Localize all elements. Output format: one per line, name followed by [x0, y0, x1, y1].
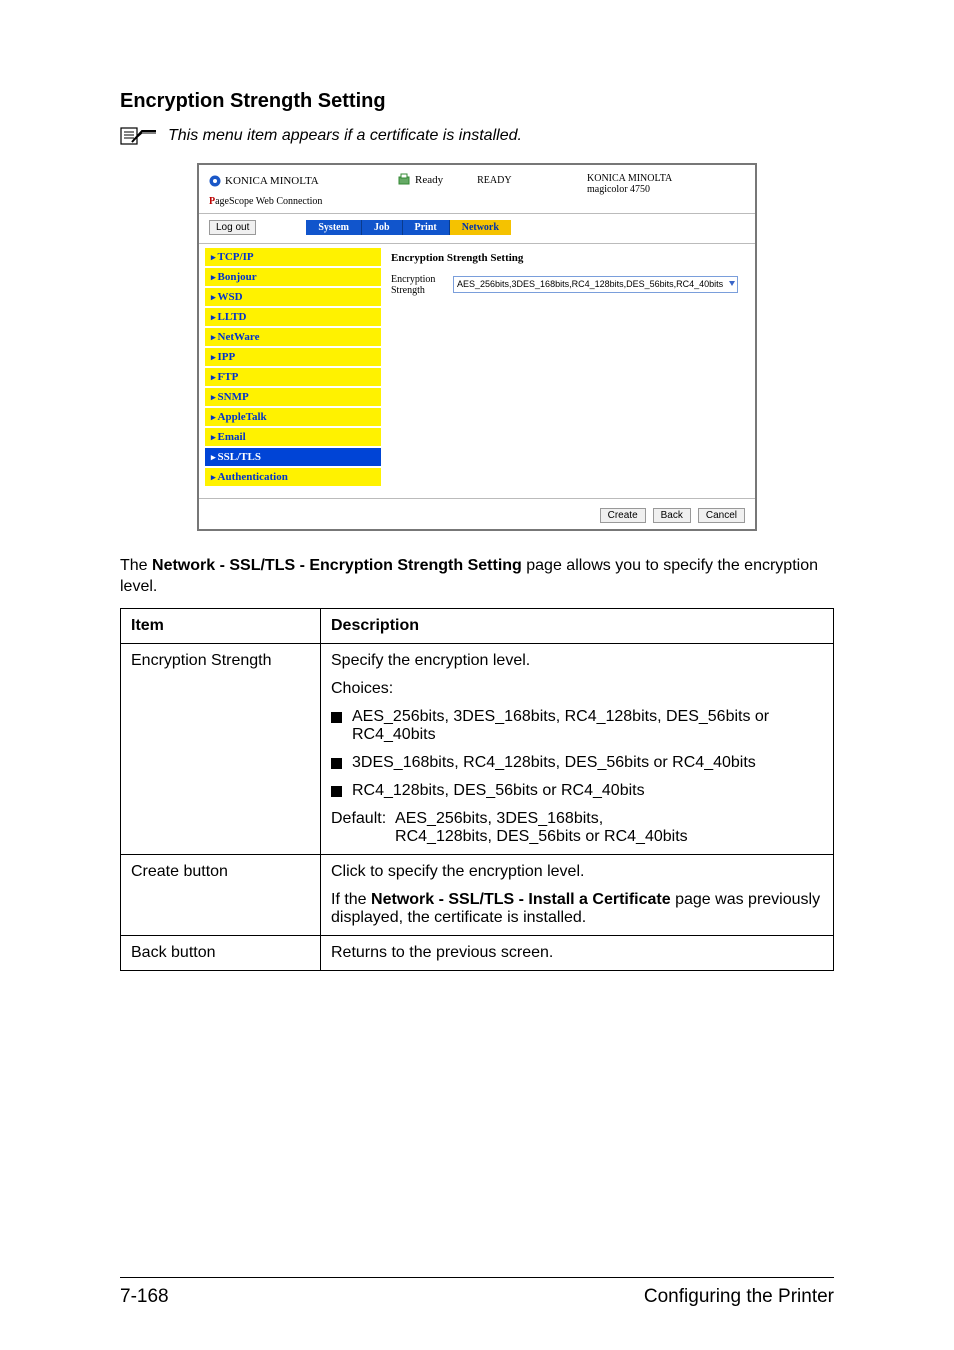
sidebar-item-tcp-ip[interactable]: ▸TCP/IP	[205, 248, 381, 266]
row3-desc: Returns to the previous screen.	[321, 935, 834, 970]
note-row: This menu item appears if a certificate …	[120, 125, 834, 147]
sidebar: ▸TCP/IP▸Bonjour▸WSD▸LLTD▸NetWare▸IPP▸FTP…	[199, 244, 387, 498]
chevron-right-icon: ▸	[211, 272, 216, 282]
page-number: 7-168	[120, 1286, 169, 1308]
km-logo-icon	[209, 175, 221, 187]
row3-item: Back button	[121, 935, 321, 970]
form-label: Encryption Strength	[391, 274, 447, 296]
pagescope-label: PPageScope Web ConnectionageScope Web Co…	[209, 194, 397, 209]
encryption-strength-select[interactable]: AES_256bits,3DES_168bits,RC4_128bits,DES…	[453, 276, 738, 293]
table-row: Create button Click to specify the encry…	[121, 854, 834, 935]
cancel-button[interactable]: Cancel	[698, 508, 745, 523]
sidebar-item-email[interactable]: ▸Email	[205, 428, 381, 446]
description-paragraph: The Network - SSL/TLS - Encryption Stren…	[120, 555, 834, 598]
back-button[interactable]: Back	[653, 508, 691, 523]
sidebar-item-label: Email	[218, 431, 246, 443]
th-desc: Description	[321, 608, 834, 643]
sidebar-item-snmp[interactable]: ▸SNMP	[205, 388, 381, 406]
sidebar-item-wsd[interactable]: ▸WSD	[205, 288, 381, 306]
row1-item: Encryption Strength	[121, 643, 321, 854]
sidebar-item-netware[interactable]: ▸NetWare	[205, 328, 381, 346]
sidebar-item-ftp[interactable]: ▸FTP	[205, 368, 381, 386]
note-icon	[120, 125, 158, 147]
chevron-right-icon: ▸	[211, 392, 216, 402]
row2-item: Create button	[121, 854, 321, 935]
create-button[interactable]: Create	[600, 508, 646, 523]
th-item: Item	[121, 608, 321, 643]
chevron-right-icon: ▸	[211, 332, 216, 342]
panel-title: Encryption Strength Setting	[391, 252, 745, 264]
model-brand: KONICA MINOLTA	[587, 173, 745, 184]
table-row: Encryption Strength Specify the encrypti…	[121, 643, 834, 854]
tab-network[interactable]: Network	[450, 220, 511, 235]
chevron-right-icon: ▸	[211, 252, 216, 262]
sidebar-item-label: FTP	[218, 371, 239, 383]
section-heading: Encryption Strength Setting	[120, 90, 834, 113]
tab-system[interactable]: System	[306, 220, 362, 235]
sidebar-item-label: WSD	[218, 291, 243, 303]
square-bullet-icon	[331, 712, 342, 723]
sidebar-item-ipp[interactable]: ▸IPP	[205, 348, 381, 366]
sidebar-item-label: SNMP	[218, 391, 249, 403]
embedded-screenshot: KONICA MINOLTA PPageScope Web Connection…	[197, 163, 757, 531]
chevron-right-icon: ▸	[211, 452, 216, 462]
tab-print[interactable]: Print	[403, 220, 450, 235]
note-text: This menu item appears if a certificate …	[168, 127, 522, 145]
footer-title: Configuring the Printer	[644, 1286, 834, 1308]
chevron-right-icon: ▸	[211, 472, 216, 482]
ready-state: READY	[477, 175, 511, 186]
chevron-right-icon: ▸	[211, 352, 216, 362]
chevron-right-icon: ▸	[211, 412, 216, 422]
tab-job[interactable]: Job	[362, 220, 403, 235]
sidebar-item-appletalk[interactable]: ▸AppleTalk	[205, 408, 381, 426]
square-bullet-icon	[331, 786, 342, 797]
nav-tabs: System Job Print Network	[306, 220, 511, 235]
sidebar-item-label: LLTD	[218, 311, 247, 323]
sidebar-item-label: Bonjour	[218, 271, 257, 283]
sidebar-item-lltd[interactable]: ▸LLTD	[205, 308, 381, 326]
sidebar-item-label: Authentication	[218, 471, 288, 483]
sidebar-item-label: IPP	[218, 351, 236, 363]
row1-desc: Specify the encryption level. Choices: A…	[321, 643, 834, 854]
square-bullet-icon	[331, 758, 342, 769]
logout-button[interactable]: Log out	[209, 220, 256, 235]
printer-icon	[397, 173, 411, 187]
sidebar-item-label: SSL/TLS	[218, 451, 261, 463]
chevron-right-icon: ▸	[211, 312, 216, 322]
chevron-right-icon: ▸	[211, 292, 216, 302]
ready-label: Ready	[415, 174, 443, 186]
table-row: Back button Returns to the previous scre…	[121, 935, 834, 970]
settings-table: Item Description Encryption Strength Spe…	[120, 608, 834, 971]
sidebar-item-authentication[interactable]: ▸Authentication	[205, 468, 381, 486]
sidebar-item-label: NetWare	[218, 331, 260, 343]
page-footer: 7-168 Configuring the Printer	[120, 1277, 834, 1308]
model-name: magicolor 4750	[587, 184, 745, 195]
chevron-right-icon: ▸	[211, 372, 216, 382]
km-brand: KONICA MINOLTA	[225, 173, 319, 190]
sidebar-item-bonjour[interactable]: ▸Bonjour	[205, 268, 381, 286]
sidebar-item-label: TCP/IP	[218, 251, 254, 263]
sidebar-item-label: AppleTalk	[218, 411, 267, 423]
row2-desc: Click to specify the encryption level. I…	[321, 854, 834, 935]
chevron-right-icon: ▸	[211, 432, 216, 442]
sidebar-item-ssl-tls[interactable]: ▸SSL/TLS	[205, 448, 381, 466]
